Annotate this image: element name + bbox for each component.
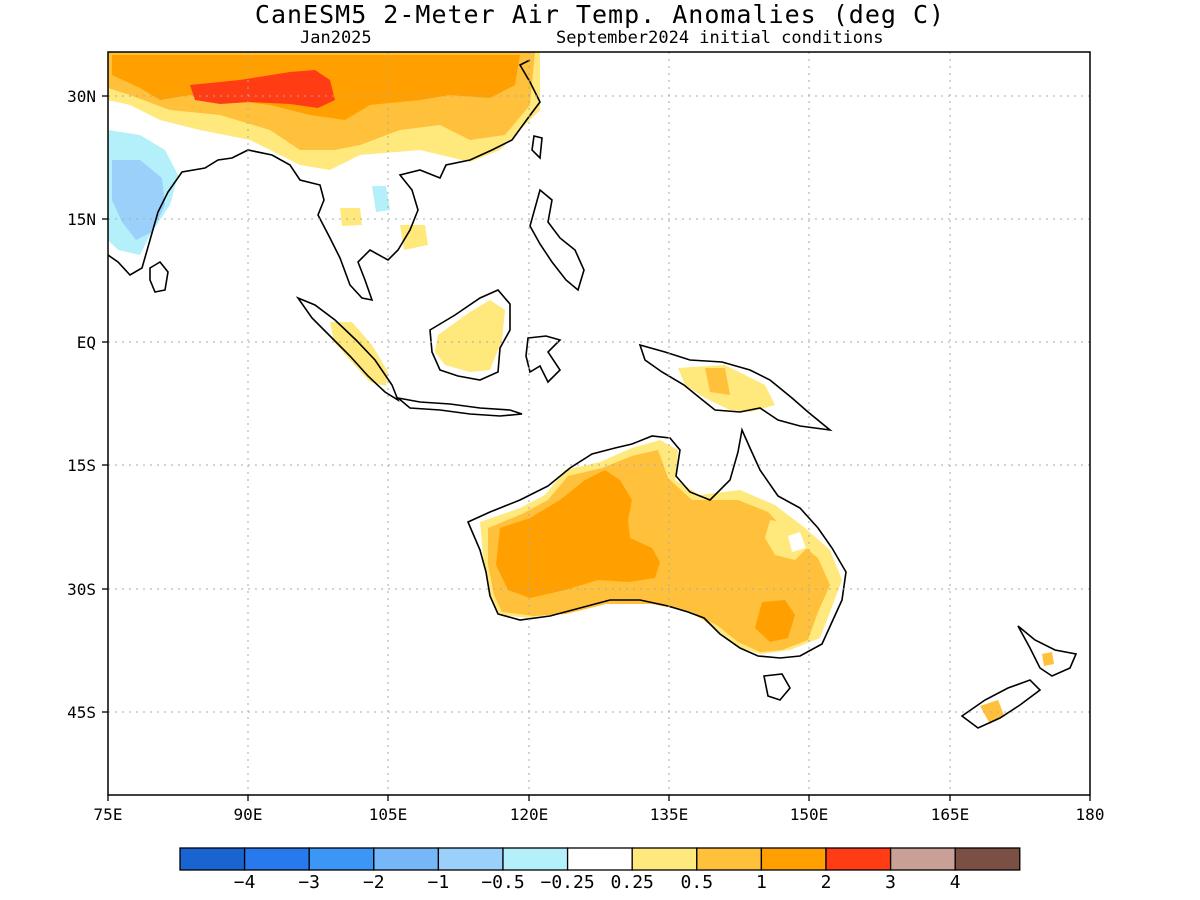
- colorbar-swatch: [179, 847, 246, 871]
- australia-se-warm-2: [755, 600, 795, 642]
- new-guinea-warm-1: [705, 368, 730, 395]
- india-cool-0.5: [112, 160, 165, 240]
- x-tick-label: 165E: [931, 805, 970, 824]
- forecast-month: Jan2025: [300, 28, 372, 48]
- x-tick-label: 135E: [650, 805, 689, 824]
- nz-north-warm: [1042, 652, 1054, 666]
- sumatra-coast: [295, 296, 400, 402]
- colorbar: [179, 847, 1021, 871]
- australia-warm-2: [496, 470, 660, 598]
- asia-coast: [108, 59, 541, 302]
- colorbar-swatch: [631, 847, 698, 871]
- x-tick-label: 180: [1076, 805, 1105, 824]
- initial-conditions: September2024 initial conditions: [556, 28, 884, 48]
- taiwan-coast: [531, 135, 543, 160]
- borneo-coast: [429, 289, 511, 381]
- plot-frame: [107, 51, 1091, 796]
- nz-south-coast: [960, 679, 1042, 729]
- colorbar-swatch: [308, 847, 375, 871]
- java-coast: [395, 396, 523, 417]
- y-tick-label: 15S: [67, 456, 96, 475]
- y-tick-label: 15N: [67, 210, 96, 229]
- colorbar-label: −4: [234, 872, 256, 893]
- colorbar-label: −3: [298, 872, 320, 893]
- sri-lanka: [149, 260, 169, 293]
- colorbar-swatch: [373, 847, 440, 871]
- colorbar-label: −0.5: [481, 872, 524, 893]
- y-tick-labels: 30N 15N EQ 15S 30S 45S: [67, 87, 96, 722]
- philippines-coast: [529, 188, 585, 292]
- y-tick-label: 45S: [67, 703, 96, 722]
- colorbar-swatch: [954, 847, 1021, 871]
- map-title: CanESM5 2-Meter Air Temp. Anomalies (deg…: [254, 0, 946, 29]
- y-tick-label: EQ: [77, 333, 96, 352]
- x-tick-label: 75E: [94, 805, 123, 824]
- colorbar-swatch: [437, 847, 504, 871]
- colorbar-label: 1: [756, 872, 767, 893]
- colorbar-label: 4: [950, 872, 961, 893]
- colorbar-label: 0.5: [681, 872, 714, 893]
- y-tick-label: 30N: [67, 87, 96, 106]
- indochina-warm: [340, 208, 362, 226]
- nz-north-coast: [1017, 625, 1078, 677]
- x-tick-label: 90E: [234, 805, 263, 824]
- sulawesi-coast: [525, 335, 562, 384]
- colorbar-swatch: [825, 847, 892, 871]
- tibet-warm-3: [190, 70, 335, 108]
- colorbar-labels: −4 −3 −2 −1 −0.5 −0.25 0.25 0.5 1 2 3 4: [234, 872, 961, 893]
- colorbar-swatch: [243, 847, 310, 871]
- y-tick-label: 30S: [67, 580, 96, 599]
- x-tick-label: 120E: [510, 805, 549, 824]
- borneo-warm: [435, 300, 505, 372]
- tasmania-coast: [763, 673, 791, 701]
- colorbar-label: 2: [821, 872, 832, 893]
- indochina-cool: [372, 186, 390, 212]
- colorbar-swatch: [889, 847, 956, 871]
- colorbar-label: 3: [885, 872, 896, 893]
- colorbar-label: −1: [428, 872, 450, 893]
- colorbar-label: −0.25: [541, 872, 595, 893]
- colorbar-swatch: [760, 847, 827, 871]
- colorbar-swatch: [566, 847, 633, 871]
- australia-coast: [466, 427, 847, 659]
- sumatra-warm: [330, 322, 388, 386]
- colorbar-swatch: [696, 847, 763, 871]
- x-tick-labels: 75E 90E 105E 120E 135E 150E 165E 180: [94, 805, 1105, 824]
- colorbar-label: 0.25: [611, 872, 654, 893]
- colorbar-label: −2: [363, 872, 385, 893]
- new-guinea-coast: [638, 343, 833, 432]
- anomaly-shading: [108, 52, 1054, 724]
- gridlines: [108, 52, 1090, 795]
- coastlines: [108, 59, 1078, 729]
- x-tick-label: 105E: [369, 805, 408, 824]
- australia-east-white: [788, 532, 806, 552]
- tick-marks: [102, 95, 1091, 801]
- colorbar-swatch: [502, 847, 569, 871]
- indochina-warm-2: [400, 225, 428, 250]
- x-tick-label: 150E: [790, 805, 829, 824]
